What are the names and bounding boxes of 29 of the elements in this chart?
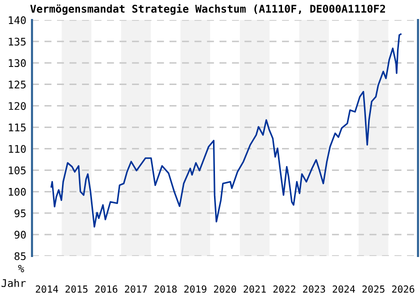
y-tick-label: 115	[8, 124, 26, 132]
y-tick-label: 110	[8, 144, 26, 153]
x-tick-label: 2021	[244, 285, 266, 293]
x-axis-title: Jahr	[2, 278, 26, 288]
x-tick-label: 2014	[36, 285, 58, 293]
x-tick-label: 2023	[303, 285, 326, 293]
y-tick-label: 90	[14, 230, 26, 239]
x-tick-label: 2018	[154, 285, 177, 293]
y-tick-label: 140	[8, 16, 26, 24]
y-tick-label: 130	[8, 59, 26, 68]
y-axis-title: %	[18, 264, 24, 272]
x-tick-label: 2025	[362, 285, 384, 293]
x-tick-label: 2020	[214, 285, 236, 293]
x-tick-label: 2016	[95, 285, 118, 293]
line-series	[50, 33, 402, 228]
y-tick-label: 125	[8, 80, 26, 88]
x-tick-label: 2019	[184, 285, 206, 293]
x-tick-label: 2022	[273, 285, 296, 293]
y-tick-label: 95	[14, 209, 26, 218]
x-tick-label: 2024	[332, 285, 356, 293]
y-tick-label: 100	[8, 188, 26, 196]
chart-title: Vermögensmandat Strategie Wachstum (A1110F, DE000A1110F2	[30, 4, 386, 15]
y-tick-label: 105	[8, 166, 26, 174]
y-tick-label: 85	[14, 252, 26, 260]
y-tick-label: 135	[8, 38, 26, 46]
y-tick-label: 120	[8, 102, 26, 110]
x-tick-label: 2017	[124, 285, 147, 293]
x-tick-label: 2015	[66, 285, 88, 293]
x-tick-label: 2026	[392, 285, 414, 293]
